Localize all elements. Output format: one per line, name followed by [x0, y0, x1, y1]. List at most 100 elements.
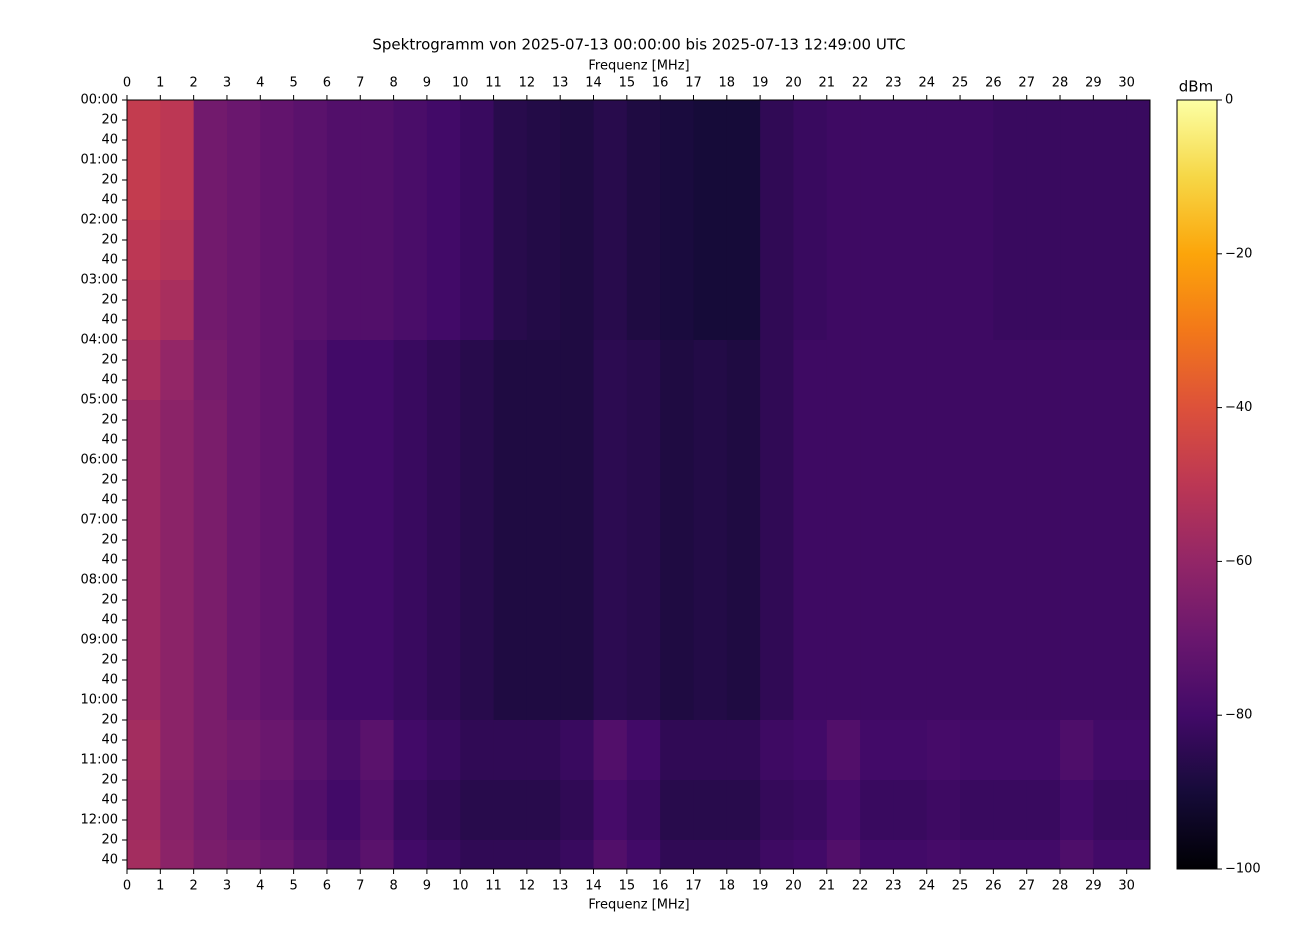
heatmap-cell: [160, 520, 195, 581]
heatmap-cell: [393, 580, 428, 641]
x-tick-label: 2: [190, 879, 198, 894]
heatmap-cell: [426, 700, 461, 721]
x-tick-label-top: 13: [552, 76, 569, 91]
heatmap-cell: [760, 100, 794, 161]
heatmap-cell: [293, 220, 328, 281]
y-tick-label: 10:00: [81, 693, 118, 708]
heatmap-cell: [226, 520, 261, 581]
y-tick-label: 03:00: [81, 273, 118, 288]
heatmap-cell: [893, 520, 928, 581]
x-tick-label: 30: [1118, 879, 1135, 894]
heatmap-cell: [993, 400, 1028, 461]
heatmap-cell: [826, 100, 861, 161]
heatmap-cell: [193, 280, 228, 341]
heatmap-cell: [193, 400, 228, 461]
heatmap-cell: [293, 700, 328, 721]
heatmap-cell: [626, 580, 661, 641]
heatmap-cell: [626, 100, 661, 161]
y-tick-label: 00:00: [81, 93, 118, 108]
y-tick-label: 40: [101, 373, 118, 388]
heatmap-cell: [1126, 160, 1151, 221]
heatmap-cell: [293, 280, 328, 341]
heatmap-cell: [293, 640, 328, 701]
heatmap-cell: [1026, 400, 1061, 461]
heatmap-cell: [226, 580, 261, 641]
heatmap-cell: [260, 100, 295, 161]
heatmap-cell: [693, 780, 728, 841]
x-tick-label-top: 17: [685, 76, 702, 91]
heatmap-cell: [260, 640, 295, 701]
x-tick-label: 15: [619, 879, 636, 894]
heatmap-cell: [993, 460, 1028, 521]
heatmap-cell: [360, 520, 395, 581]
heatmap-cell: [626, 780, 661, 841]
heatmap-cell: [760, 640, 794, 701]
colorbar-tick-label: −80: [1225, 708, 1252, 723]
heatmap-cell: [493, 160, 528, 221]
heatmap-cell: [860, 580, 894, 641]
heatmap-cell: [360, 280, 395, 341]
heatmap-cell: [560, 160, 595, 221]
heatmap-cell: [260, 220, 295, 281]
heatmap-cell: [660, 720, 694, 781]
y-tick-label: 40: [101, 133, 118, 148]
heatmap-cell: [1026, 220, 1061, 281]
x-tick-label: 25: [952, 879, 969, 894]
y-tick-label: 40: [101, 253, 118, 268]
heatmap-cell: [360, 700, 395, 721]
heatmap-cell: [926, 720, 961, 781]
y-tick-label: 04:00: [81, 333, 118, 348]
heatmap-cell: [493, 400, 528, 461]
x-tick-label: 21: [818, 879, 835, 894]
heatmap-cell: [726, 220, 761, 281]
heatmap-cell: [760, 780, 794, 841]
heatmap-cell: [360, 160, 395, 221]
x-tick-label: 22: [852, 879, 869, 894]
heatmap-cell: [360, 220, 395, 281]
heatmap-cell: [127, 840, 161, 870]
heatmap-cell: [593, 340, 628, 401]
x-tick-label: 18: [719, 879, 736, 894]
heatmap-cell: [860, 400, 894, 461]
heatmap-cell: [493, 780, 528, 841]
heatmap-cell: [1126, 840, 1151, 870]
heatmap-cell: [260, 160, 295, 221]
heatmap-cell: [1126, 100, 1151, 161]
heatmap-cell: [1026, 100, 1061, 161]
heatmap-cell: [127, 580, 161, 641]
heatmap-cell: [226, 100, 261, 161]
heatmap-cell: [193, 220, 228, 281]
heatmap-cell: [160, 160, 195, 221]
heatmap-cell: [560, 720, 595, 781]
heatmap-cell: [1026, 520, 1061, 581]
heatmap-cell: [660, 160, 694, 221]
y-tick-label: 40: [101, 613, 118, 628]
heatmap-cell: [726, 100, 761, 161]
heatmap-cell: [993, 280, 1028, 341]
heatmap-cell: [1026, 340, 1061, 401]
heatmap-cell: [560, 580, 595, 641]
y-tick-label: 20: [101, 173, 118, 188]
heatmap-cell: [793, 340, 828, 401]
heatmap-cell: [860, 700, 894, 721]
heatmap-cell: [127, 400, 161, 461]
x-tick-label: 23: [885, 879, 902, 894]
heatmap-cell: [393, 340, 428, 401]
heatmap-cell: [760, 840, 794, 870]
heatmap-cell: [1093, 220, 1128, 281]
x-tick-label: 26: [985, 879, 1002, 894]
heatmap-cell: [1060, 720, 1094, 781]
y-tick-label: 07:00: [81, 513, 118, 528]
heatmap-cell: [393, 640, 428, 701]
x-tick-label-top: 12: [519, 76, 536, 91]
heatmap-cell: [660, 580, 694, 641]
x-tick-label: 16: [652, 879, 669, 894]
heatmap-cell: [693, 700, 728, 721]
heatmap-cell: [360, 780, 395, 841]
heatmap-cell: [726, 720, 761, 781]
heatmap-cell: [293, 160, 328, 221]
heatmap-cell: [860, 280, 894, 341]
heatmap-cell: [960, 100, 994, 161]
heatmap-cell: [1126, 780, 1151, 841]
